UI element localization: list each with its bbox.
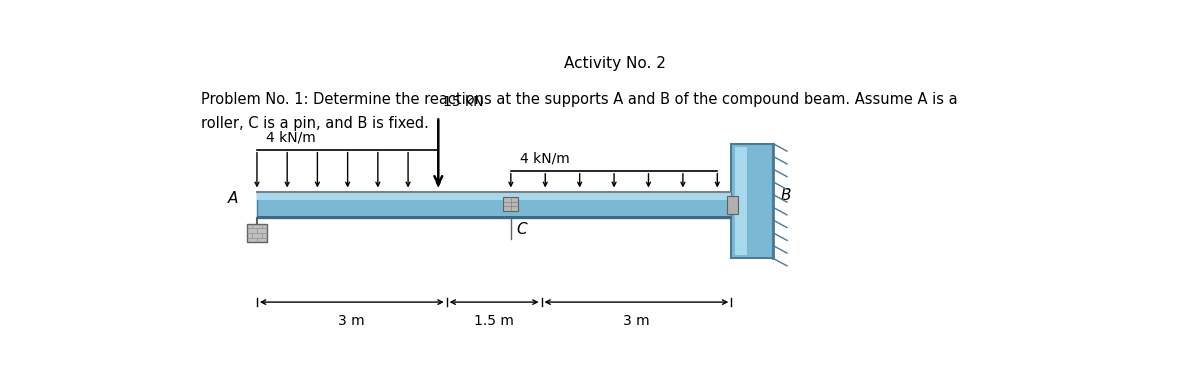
- Text: 1.5 m: 1.5 m: [474, 314, 514, 328]
- Bar: [734, 147, 748, 255]
- Bar: [257, 192, 731, 218]
- Bar: [247, 224, 268, 242]
- Text: 15 kN: 15 kN: [443, 95, 484, 109]
- Text: C: C: [516, 222, 527, 237]
- Bar: [257, 192, 731, 200]
- Text: 3 m: 3 m: [623, 314, 649, 328]
- Bar: [504, 197, 518, 211]
- Text: B: B: [780, 188, 791, 203]
- Text: Activity No. 2: Activity No. 2: [564, 56, 666, 71]
- Text: 4 kN/m: 4 kN/m: [520, 151, 570, 165]
- Text: Problem No. 1: Determine the reactions at the supports A and B of the compound b: Problem No. 1: Determine the reactions a…: [202, 93, 958, 131]
- Bar: [731, 143, 773, 258]
- Text: 4 kN/m: 4 kN/m: [266, 130, 316, 144]
- Text: A: A: [228, 191, 239, 206]
- Bar: [257, 216, 731, 218]
- Text: 3 m: 3 m: [338, 314, 365, 328]
- Bar: [727, 196, 738, 214]
